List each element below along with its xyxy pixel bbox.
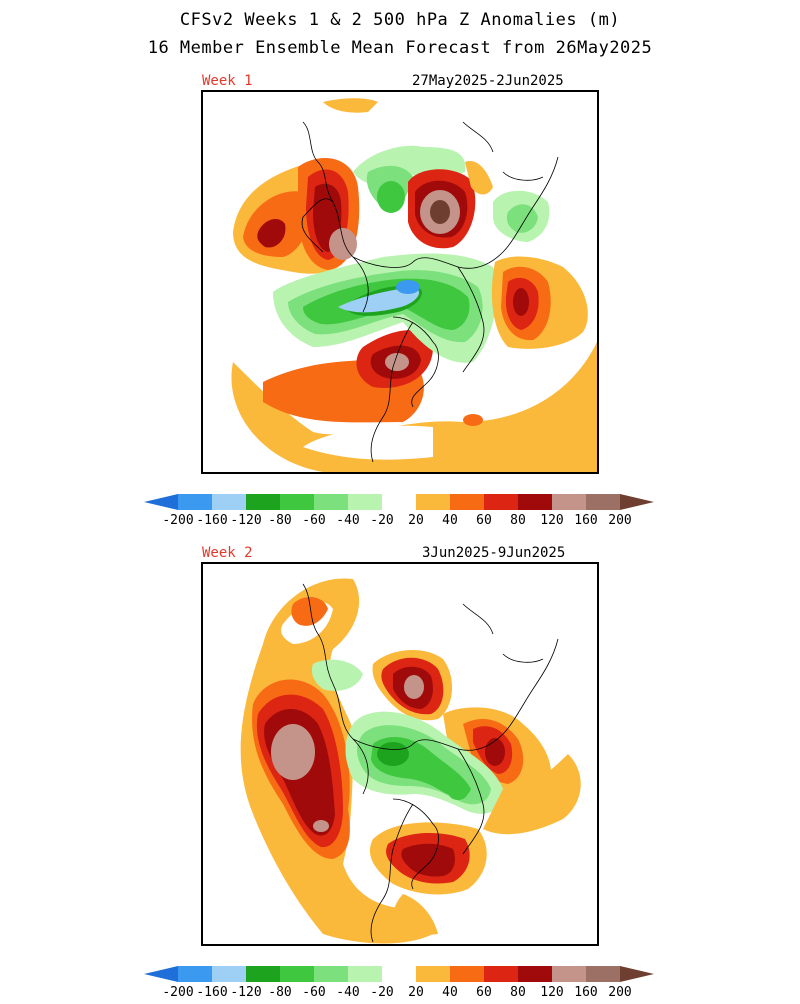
- colorbar-swatch: [280, 494, 314, 510]
- colorbar-tick-label: 60: [476, 985, 492, 1000]
- colorbar-tick-label: -60: [302, 513, 325, 528]
- colorbar-swatch: [246, 494, 280, 510]
- colorbar-swatch: [348, 494, 382, 510]
- colorbar-tick-label: 20: [408, 513, 424, 528]
- colorbar-tick-label: -160: [196, 985, 227, 1000]
- colorbar-tick-label: 200: [608, 513, 631, 528]
- anomaly-fields-week2: [240, 578, 581, 944]
- colorbar-tick-label: 200: [608, 985, 631, 1000]
- colorbar-swatch: [586, 494, 620, 510]
- colorbar-swatch: [212, 494, 246, 510]
- colorbar-week1: -200 -160 -120 -80 -60 -40 -20 20 40 60 80 120 160 20…: [0, 492, 800, 532]
- panel-week2-dates: 3Jun2025-9Jun2025: [422, 545, 566, 561]
- colorbar-swatch: [382, 966, 416, 982]
- colorbar-week2: -200 -160 -120 -80 -60 -40 -20 20 40 60 80 120 160 20…: [0, 964, 800, 1004]
- colorbar-arrow-right: [620, 966, 654, 982]
- chart-title: CFSv2 Weeks 1 & 2 500 hPa Z Anomalies (m…: [179, 10, 621, 30]
- colorbar-tick-label: -80: [268, 985, 291, 1000]
- colorbar-tick-label: 80: [510, 513, 526, 528]
- colorbar-swatch: [280, 966, 314, 982]
- colorbar-tick-label: -20: [370, 985, 393, 1000]
- colorbar-swatch: [416, 494, 450, 510]
- colorbar-swatch: [382, 494, 416, 510]
- coastlines-week2: [302, 583, 559, 943]
- colorbar-week2-graphic: -200 -160 -120 -80 -60 -40 -20 20 40 60 80 120 160 20…: [144, 966, 654, 1000]
- map-week2-plot: [240, 578, 581, 944]
- colorbar-tick-label: 120: [540, 985, 563, 1000]
- colorbar-arrow-right: [620, 494, 654, 510]
- colorbar-tick-label: 120: [540, 513, 563, 528]
- coastlines-week1: [301, 121, 559, 463]
- colorbar-tick-label: 40: [442, 985, 458, 1000]
- colorbar-week1-graphic: -200 -160 -120 -80 -60 -40 -20 20 40 60 80 120 160 20…: [144, 494, 654, 528]
- colorbar-tick-label: -40: [336, 985, 359, 1000]
- panel-week2-label: Week 2: [202, 545, 253, 561]
- colorbar-swatch: [450, 494, 484, 510]
- colorbar-tick-label: -120: [230, 985, 261, 1000]
- colorbar-tick-label: -40: [336, 513, 359, 528]
- colorbar-swatch: [518, 966, 552, 982]
- colorbar-swatch: [586, 966, 620, 982]
- colorbar-swatch: [552, 966, 586, 982]
- anomaly-fields-week1: [231, 98, 597, 472]
- colorbar-tick-label: 80: [510, 985, 526, 1000]
- colorbar-tick-label: -60: [302, 985, 325, 1000]
- colorbar-swatch: [246, 966, 280, 982]
- map-week1-plot: [231, 98, 597, 472]
- colorbar-tick-label: -120: [230, 513, 261, 528]
- map-week1: [201, 90, 599, 474]
- map-week2: [201, 562, 599, 946]
- colorbar-swatch: [552, 494, 586, 510]
- colorbar-tick-label: 160: [574, 985, 597, 1000]
- colorbar-swatch: [484, 966, 518, 982]
- colorbar-swatch: [178, 966, 212, 982]
- colorbar-tick-label: -200: [162, 985, 193, 1000]
- colorbar-swatch: [212, 966, 246, 982]
- colorbar-arrow-left: [144, 966, 178, 982]
- panel-week1-label: Week 1: [202, 73, 253, 89]
- colorbar-arrow-left: [144, 494, 178, 510]
- colorbar-swatch: [314, 966, 348, 982]
- colorbar-tick-label: 160: [574, 513, 597, 528]
- colorbar-swatch: [416, 966, 450, 982]
- colorbar-tick-label: -80: [268, 513, 291, 528]
- colorbar-swatch: [314, 494, 348, 510]
- colorbar-swatch: [518, 494, 552, 510]
- colorbar-tick-label: -200: [162, 513, 193, 528]
- colorbar-tick-label: 20: [408, 985, 424, 1000]
- colorbar-swatch: [450, 966, 484, 982]
- colorbar-swatch: [178, 494, 212, 510]
- colorbar-tick-label: -160: [196, 513, 227, 528]
- colorbar-swatch: [484, 494, 518, 510]
- colorbar-tick-label: -20: [370, 513, 393, 528]
- colorbar-tick-label: 60: [476, 513, 492, 528]
- panel-week1-dates: 27May2025-2Jun2025: [412, 73, 564, 89]
- chart-subtitle: 16 Member Ensemble Mean Forecast from 26…: [147, 38, 653, 58]
- colorbar-tick-label: 40: [442, 513, 458, 528]
- colorbar-swatch: [348, 966, 382, 982]
